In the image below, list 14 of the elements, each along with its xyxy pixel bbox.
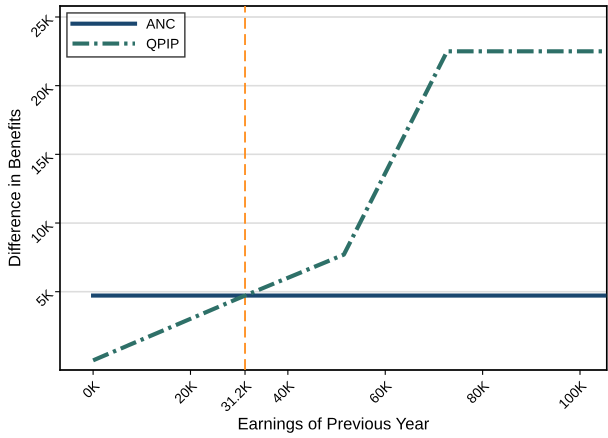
x-tick-label: 60K [368,380,392,404]
x-tick-label: 20K [174,380,198,404]
x-tick-label: 40K [270,380,295,404]
y-tick-label: 20K [30,82,54,106]
y-tick-label: 10K [30,220,54,244]
x-tick-label: 80K [466,380,490,404]
y-tick-label: 15K [30,151,54,175]
y-tick-label: 5K [35,288,54,307]
x-axis-title: Earnings of Previous Year [238,417,430,433]
y-tick-label: 25K [30,14,54,38]
legend-label: ANC [146,18,175,29]
legend-label: QPIP [146,38,179,52]
y-axis-title: Difference in Benefits [8,110,20,266]
x-tick-label: 0K [82,380,100,399]
